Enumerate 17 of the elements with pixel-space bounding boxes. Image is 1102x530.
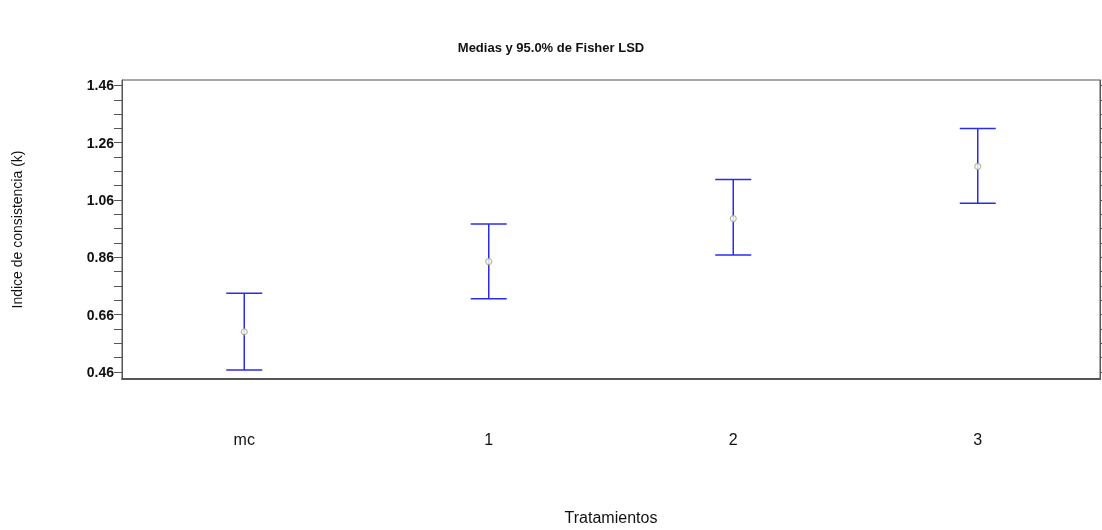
x-tick-label: mc	[233, 430, 255, 448]
y-axis-title: Indice de consistencia (k)	[9, 150, 25, 309]
y-tick-label: 1.06	[86, 192, 115, 208]
point	[240, 328, 248, 336]
x-axis-title: Tratamientos	[564, 508, 658, 526]
y-tick-label: 0.86	[86, 249, 115, 266]
y-tick-label: 1.46	[86, 77, 115, 94]
y-tick-label: 1.26	[86, 134, 115, 151]
y-tick-label: 0.66	[86, 306, 115, 323]
x-tick-label: 2	[728, 430, 738, 448]
point	[729, 215, 737, 223]
x-tick-label: 3	[973, 430, 983, 448]
point	[485, 257, 493, 266]
point	[974, 162, 982, 171]
chart-title: Medias y 95.0% de Fisher LSD	[457, 40, 645, 55]
x-tick-label: 1	[484, 430, 494, 448]
y-tick-label: 0.46	[86, 363, 115, 380]
